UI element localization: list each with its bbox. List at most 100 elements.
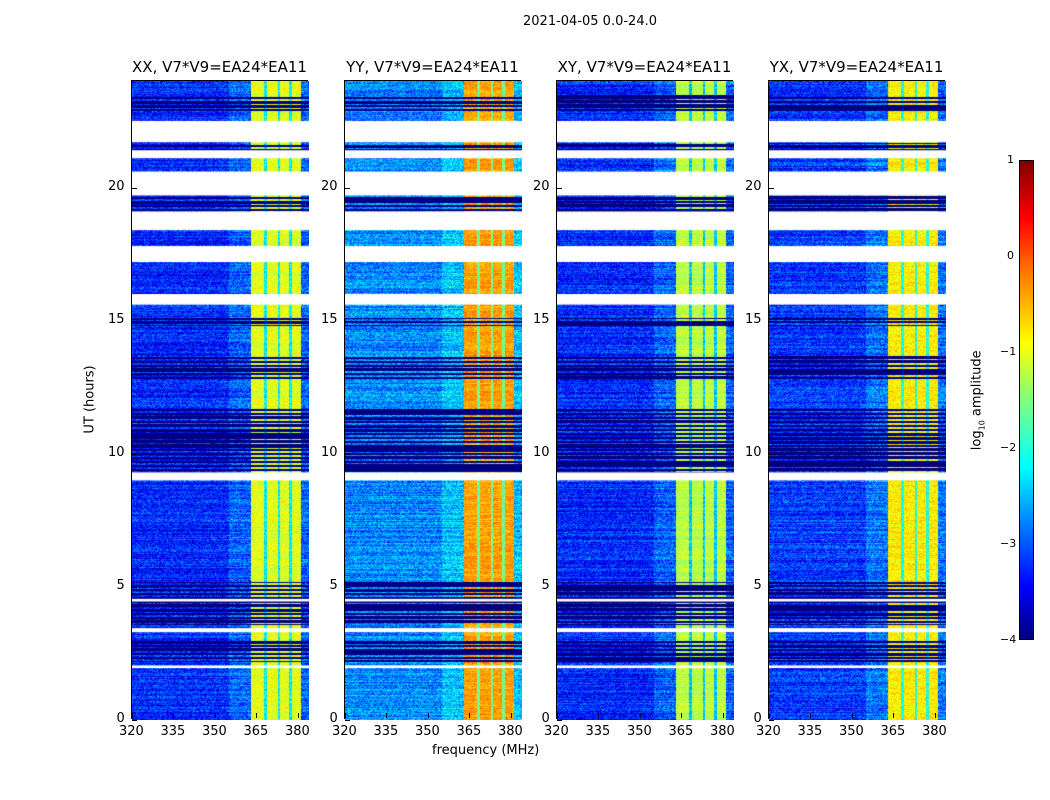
- y-tick-label: 0: [541, 711, 550, 726]
- y-tick-mark: [769, 320, 774, 322]
- colorbar-tick-label: −2: [1000, 441, 1017, 454]
- x-tick-label: 335: [160, 724, 186, 739]
- y-tick-label: 15: [745, 311, 762, 327]
- x-tick-mark: [851, 713, 853, 718]
- x-tick-label: 380: [497, 724, 523, 739]
- heatmap-cells: [557, 81, 734, 720]
- y-tick-mark: [557, 720, 562, 721]
- colorbar-tick-label: −4: [1000, 633, 1017, 646]
- x-tick-label: 365: [243, 724, 269, 739]
- colorbar-tick-label: 0: [1007, 249, 1014, 262]
- y-tick-label: 10: [533, 444, 550, 460]
- heatmap-panel: [131, 80, 309, 721]
- x-tick-label: 320: [332, 724, 357, 739]
- y-tick-mark: [345, 720, 350, 721]
- y-tick-mark: [345, 453, 350, 455]
- y-axis-label: UT (hours): [82, 365, 98, 434]
- panel-title: XX, V7*V9=EA24*EA11: [132, 58, 307, 76]
- y-tick-mark: [132, 320, 137, 322]
- x-tick-label: 350: [414, 724, 440, 739]
- panel-title: XY, V7*V9=EA24*EA11: [557, 58, 732, 76]
- y-tick-label: 15: [533, 311, 550, 327]
- x-tick-label: 335: [585, 724, 611, 739]
- heatmap-cells: [345, 81, 522, 720]
- y-tick-mark: [769, 453, 774, 455]
- y-tick-mark: [132, 586, 137, 588]
- y-tick-label: 20: [108, 178, 125, 194]
- x-tick-label: 320: [544, 724, 569, 739]
- x-tick-mark: [469, 713, 471, 718]
- x-tick-mark: [173, 713, 175, 718]
- x-tick-label: 350: [626, 724, 652, 739]
- y-tick-label: 0: [753, 711, 762, 726]
- x-tick-label: 380: [921, 724, 947, 739]
- x-tick-mark: [893, 713, 895, 718]
- y-tick-mark: [769, 720, 774, 721]
- y-tick-mark: [132, 187, 137, 189]
- y-tick-label: 15: [108, 311, 125, 327]
- x-tick-mark: [510, 713, 512, 718]
- x-tick-label: 365: [668, 724, 694, 739]
- y-tick-label: 20: [745, 178, 762, 194]
- x-tick-mark: [214, 713, 216, 718]
- y-tick-mark: [557, 187, 562, 189]
- heatmap-cells: [132, 81, 309, 720]
- y-tick-label: 5: [329, 577, 338, 593]
- figure-title: 2021-04-05 0.0-24.0: [523, 14, 657, 29]
- x-tick-mark: [639, 713, 641, 718]
- colorbar-tick-label: 1: [1007, 153, 1014, 166]
- y-tick-mark: [769, 187, 774, 189]
- x-tick-label: 350: [201, 724, 227, 739]
- x-tick-mark: [598, 713, 600, 718]
- x-tick-label: 320: [756, 724, 781, 739]
- y-tick-label: 10: [321, 444, 338, 460]
- x-tick-mark: [722, 713, 724, 718]
- x-tick-mark: [769, 713, 770, 718]
- y-tick-mark: [557, 453, 562, 455]
- x-tick-label: 365: [880, 724, 906, 739]
- heatmap-panel: [556, 80, 734, 721]
- y-tick-label: 5: [753, 577, 762, 593]
- x-tick-mark: [934, 713, 936, 718]
- x-tick-label: 380: [284, 724, 310, 739]
- y-tick-mark: [132, 720, 137, 721]
- x-tick-label: 335: [373, 724, 399, 739]
- y-tick-label: 10: [745, 444, 762, 460]
- y-tick-label: 5: [541, 577, 550, 593]
- x-tick-label: 350: [838, 724, 864, 739]
- x-tick-label: 335: [797, 724, 823, 739]
- y-tick-mark: [132, 453, 137, 455]
- x-tick-mark: [256, 713, 258, 718]
- heatmap-panel: [768, 80, 946, 721]
- y-tick-label: 20: [321, 178, 338, 194]
- colorbar-label: log10 amplitude: [969, 350, 987, 451]
- y-tick-mark: [345, 320, 350, 322]
- panel-title: YX, V7*V9=EA24*EA11: [769, 58, 944, 76]
- y-tick-label: 20: [533, 178, 550, 194]
- y-tick-mark: [345, 586, 350, 588]
- y-tick-label: 0: [329, 711, 338, 726]
- y-tick-label: 10: [108, 444, 125, 460]
- y-tick-mark: [345, 187, 350, 189]
- y-tick-mark: [557, 320, 562, 322]
- y-tick-mark: [769, 586, 774, 588]
- x-tick-mark: [345, 713, 346, 718]
- colorbar-tick-label: −1: [1000, 345, 1017, 358]
- x-tick-mark: [557, 713, 558, 718]
- heatmap-cells: [769, 81, 946, 720]
- y-tick-label: 5: [116, 577, 125, 593]
- x-axis-label: frequency (MHz): [432, 743, 540, 758]
- panel-title: YY, V7*V9=EA24*EA11: [346, 58, 519, 76]
- x-tick-mark: [810, 713, 812, 718]
- x-tick-label: 320: [119, 724, 144, 739]
- x-tick-mark: [681, 713, 683, 718]
- x-tick-mark: [427, 713, 429, 718]
- x-tick-mark: [386, 713, 388, 718]
- colorbar: [1019, 160, 1034, 640]
- y-tick-mark: [557, 586, 562, 588]
- x-tick-label: 380: [709, 724, 735, 739]
- y-tick-label: 0: [116, 711, 125, 726]
- x-tick-label: 365: [456, 724, 482, 739]
- x-tick-mark: [132, 713, 133, 718]
